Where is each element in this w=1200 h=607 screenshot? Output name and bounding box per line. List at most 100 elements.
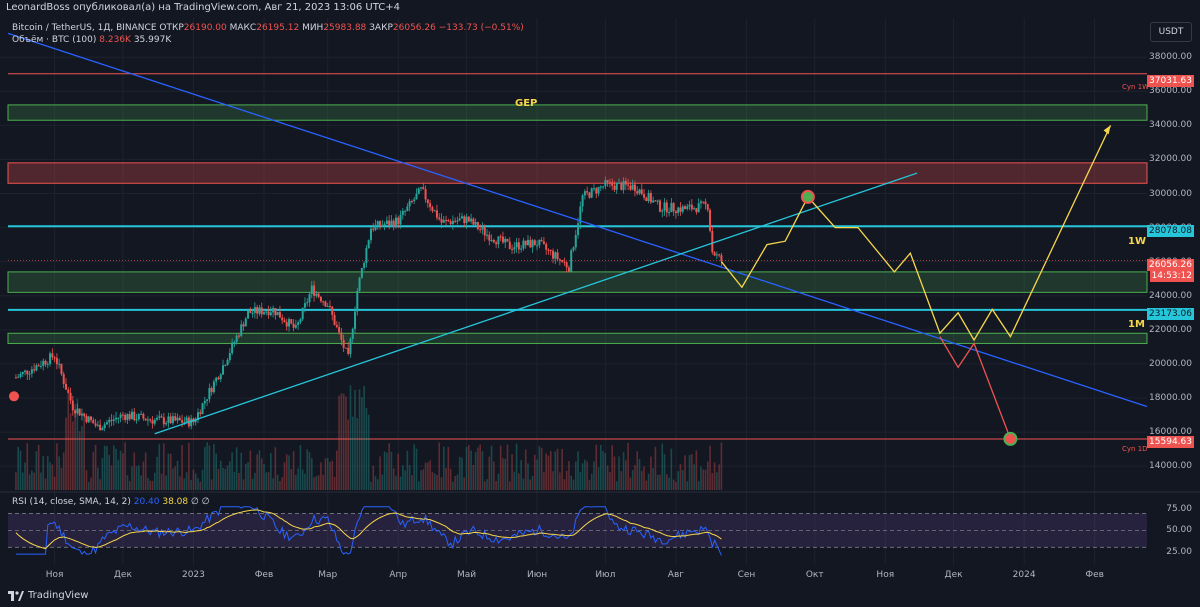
candle-body <box>317 293 320 297</box>
change-value: −133.73 (−0.51%) <box>438 23 524 33</box>
candle-body <box>552 250 555 259</box>
candle-body <box>51 353 54 358</box>
volume-bar <box>640 470 643 490</box>
candle-body <box>417 188 420 194</box>
volume-bar <box>240 452 243 490</box>
volume-bar <box>693 464 695 490</box>
volume-bar <box>645 480 648 490</box>
candle-body <box>686 206 689 209</box>
candle-body <box>645 197 648 202</box>
volume-bar <box>670 448 673 490</box>
volume-bar <box>602 451 604 490</box>
volume-bar <box>411 475 413 490</box>
candle-body <box>167 416 170 423</box>
candle-body <box>228 353 231 360</box>
volume-bar <box>21 472 24 490</box>
time-tick: Июн <box>526 570 548 580</box>
volume-bar <box>652 468 654 490</box>
candle-body <box>269 312 272 316</box>
volume-bar <box>295 474 297 490</box>
candle-body <box>611 182 614 186</box>
candle-body <box>372 228 375 230</box>
volume-bar <box>194 473 197 490</box>
volume-bar <box>659 474 661 490</box>
time-tick: Фев <box>1085 570 1104 580</box>
volume-bar <box>627 442 629 490</box>
candle-body <box>615 183 618 190</box>
candle-body <box>643 194 646 198</box>
volume-bar <box>402 465 404 490</box>
candle-body <box>74 410 77 414</box>
volume-bar <box>338 395 340 490</box>
candle-body <box>684 206 687 209</box>
volume-bar <box>579 472 582 490</box>
volume-bar <box>336 450 338 490</box>
candle-body <box>260 307 263 315</box>
volume-bar <box>540 447 543 490</box>
candle-body <box>720 255 723 262</box>
candle-body <box>572 247 575 251</box>
candle-body <box>315 293 318 296</box>
candle-body <box>224 365 227 367</box>
descending-trendline <box>7 32 1148 408</box>
volume-bar <box>497 473 500 490</box>
volume-bar <box>231 452 233 490</box>
high-value: 26195.12 <box>256 23 300 33</box>
candle-body <box>420 187 423 189</box>
candle-body <box>381 225 384 227</box>
candle-body <box>335 325 338 328</box>
candle-body <box>690 204 693 210</box>
volume-bar <box>158 444 161 490</box>
volume-bar <box>374 476 377 490</box>
volume-bar <box>529 479 532 490</box>
candle-body <box>33 369 36 371</box>
candle-body <box>583 191 586 196</box>
volume-bar <box>438 442 441 490</box>
volume-bar <box>37 444 40 490</box>
price-axis[interactable]: 38000.00 36000.00 34000.00 32000.00 30000.00… <box>1147 0 1200 585</box>
volume-label[interactable]: Объём · BTC (100) <box>12 35 97 45</box>
candle-body <box>49 353 52 364</box>
candle-body <box>178 417 181 421</box>
candle-body <box>185 417 188 422</box>
candle-body <box>126 414 129 420</box>
volume-bar <box>204 447 206 490</box>
candle-body <box>385 220 388 225</box>
volume-bar <box>153 472 156 490</box>
volume-bar <box>320 462 322 490</box>
volume-bar <box>392 468 395 490</box>
volume-bar <box>386 452 388 490</box>
symbol-name[interactable]: Bitcoin / TetherUS, 1Д, BINANCE <box>12 23 157 33</box>
volume-bar <box>531 475 534 490</box>
candle-body <box>181 420 184 423</box>
volume-bar <box>584 459 586 490</box>
volume-bar <box>595 444 598 490</box>
rsi-label[interactable]: RSI (14, close, SMA, 14, 2) <box>12 497 131 507</box>
candle-body <box>599 186 602 188</box>
candle-body <box>90 416 93 421</box>
candle-body <box>699 201 702 204</box>
candle-body <box>292 323 295 328</box>
candle-body <box>354 311 357 329</box>
candle-body <box>517 242 520 250</box>
volume-bar <box>586 461 588 490</box>
candle-body <box>542 241 545 244</box>
volume-bar <box>19 450 22 490</box>
volume-bar <box>345 396 347 490</box>
candle-body <box>506 238 509 242</box>
candle-body <box>274 308 277 316</box>
volume-bar <box>615 481 618 490</box>
cyp-1d-label: Cyn 1D <box>1122 445 1148 453</box>
candle-body <box>151 420 154 424</box>
volume-bar <box>15 472 17 490</box>
time-tick: 2024 <box>1012 570 1036 580</box>
volume-bar <box>474 451 477 490</box>
candle-body <box>24 370 27 373</box>
currency-selector[interactable]: USDT <box>1150 22 1192 42</box>
tradingview-brand[interactable]: TradingView <box>8 590 88 601</box>
time-tick: Ноя <box>45 570 64 580</box>
volume-bar <box>711 472 714 490</box>
candle-body <box>704 201 707 205</box>
candle-body <box>456 220 459 222</box>
